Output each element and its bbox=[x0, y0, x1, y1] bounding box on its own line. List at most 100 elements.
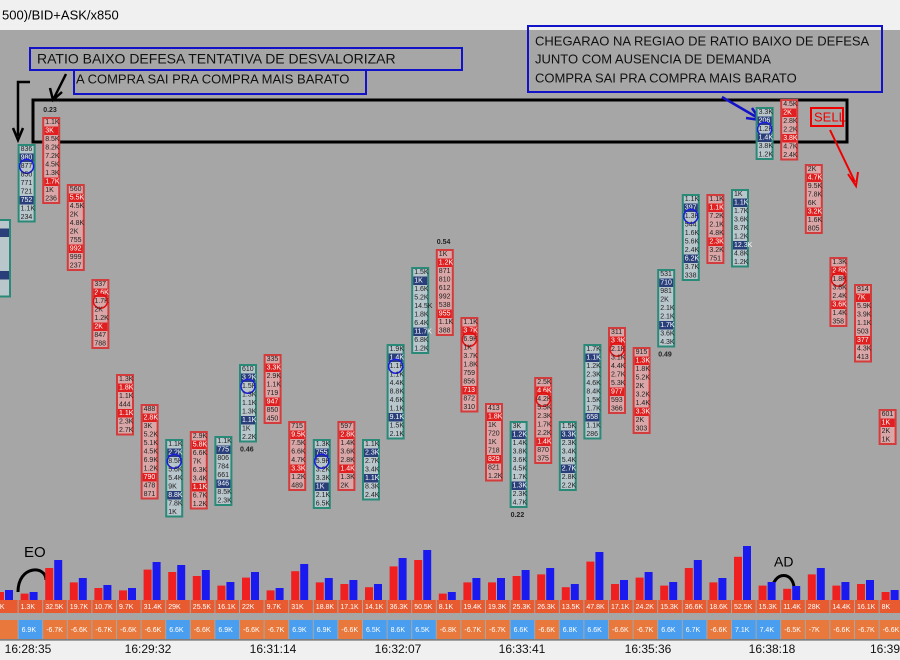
volume-label-bg bbox=[43, 600, 67, 613]
volume-bar-ask bbox=[521, 570, 530, 600]
cell-value: 661 bbox=[217, 472, 229, 479]
cell-value: 1.1K bbox=[685, 196, 700, 203]
cell-highlight bbox=[831, 266, 846, 275]
volume-bar-ask bbox=[792, 586, 801, 600]
cell-value: 2.9K bbox=[193, 433, 208, 440]
cell-highlight bbox=[462, 326, 477, 335]
volume-label-bg bbox=[682, 600, 707, 613]
delta-label: -6.7K bbox=[95, 627, 112, 634]
cell-value: 3.8K bbox=[513, 449, 528, 456]
volume-label-bg bbox=[707, 600, 731, 613]
cell-value: 1.4K bbox=[340, 440, 355, 447]
cell-value: 1.1K bbox=[857, 320, 872, 327]
cell-highlight bbox=[659, 321, 674, 330]
cell-value: 1K bbox=[168, 509, 177, 516]
volume-label-bg bbox=[141, 600, 166, 613]
volume-bar-bid bbox=[340, 584, 349, 600]
volume-label: 18.8K bbox=[316, 604, 335, 611]
cell-value: 955 bbox=[439, 311, 451, 318]
delta-label: 6.6K bbox=[661, 627, 676, 634]
cell-value: 236 bbox=[45, 196, 57, 203]
cell-value: 1.1K bbox=[168, 441, 183, 448]
cell-value: 1.2K bbox=[734, 259, 749, 266]
cell-value: 1.2K bbox=[439, 260, 454, 267]
cell-value: 775 bbox=[217, 447, 229, 454]
cell-value: 871 bbox=[439, 268, 451, 275]
cell-value: 1K bbox=[463, 345, 472, 352]
delta-label: 6.5K bbox=[366, 627, 381, 634]
bracket bbox=[16, 568, 48, 593]
cell-highlight bbox=[167, 491, 182, 500]
cell-value: 1.4K bbox=[636, 400, 651, 407]
cell-value: 8.2K bbox=[45, 145, 60, 152]
cell-value: 755 bbox=[70, 237, 82, 244]
cell-value: 1.5K bbox=[562, 423, 577, 430]
cell-value: 2.1K bbox=[316, 492, 331, 499]
volume-bar-bid bbox=[463, 582, 472, 600]
cell-value: 3.3K bbox=[636, 409, 651, 416]
cell-value: 1.1K bbox=[365, 475, 380, 482]
candle-body bbox=[0, 219, 11, 298]
cell-value: 237 bbox=[70, 263, 82, 270]
delta-label: -6.7K bbox=[46, 627, 63, 634]
cell-value: 2.3K bbox=[365, 450, 380, 457]
cell-value: 286 bbox=[586, 431, 598, 438]
cell-value: 4.3K bbox=[660, 339, 675, 346]
cell-circle bbox=[683, 208, 699, 224]
cell-value: 9.1K bbox=[390, 414, 405, 421]
volume-bar-ask bbox=[398, 558, 407, 600]
cell-value: 503 bbox=[857, 329, 869, 336]
volume-label-bg bbox=[805, 600, 830, 613]
cell-value: 999 bbox=[70, 254, 82, 261]
cell-value: 1.1K bbox=[463, 319, 478, 326]
volume-label: 10.7K bbox=[94, 604, 113, 611]
delta-bg bbox=[559, 620, 584, 639]
cell-highlight bbox=[831, 300, 846, 309]
volume-bar-bid bbox=[69, 582, 78, 600]
volume-bar-ask bbox=[54, 560, 63, 600]
cell-value: 1.3K bbox=[316, 441, 331, 448]
cell-value: 9.5K bbox=[808, 183, 823, 190]
cell-highlight bbox=[44, 177, 59, 186]
cell-value: 478 bbox=[144, 483, 156, 490]
time-label: 16:28:35 bbox=[5, 642, 52, 656]
ad-label: AD bbox=[774, 554, 793, 570]
delta-bg bbox=[338, 620, 362, 639]
cell-value: 3.2K bbox=[242, 375, 257, 382]
volume-bar-ask bbox=[841, 582, 850, 600]
cell-value: 751 bbox=[709, 256, 721, 263]
cell-value: 1.3K bbox=[45, 170, 60, 177]
delta-bg bbox=[633, 620, 658, 639]
volume-label-bg bbox=[92, 600, 116, 613]
cell-value: 444 bbox=[119, 402, 131, 409]
volume-label: 31.4K bbox=[144, 604, 163, 611]
cell-value: 5.2K bbox=[414, 295, 429, 302]
volume-label-bg bbox=[313, 600, 338, 613]
volume-label: 19.3K bbox=[488, 604, 507, 611]
cell-circle bbox=[387, 358, 404, 374]
cell-value: 5.1K bbox=[144, 440, 159, 447]
cell-highlight bbox=[413, 327, 428, 336]
delta-label: -6.6K bbox=[612, 627, 629, 634]
cell-value: 1K bbox=[439, 251, 448, 258]
volume-bar-ask bbox=[669, 582, 678, 600]
cell-value: 1.3K bbox=[832, 259, 847, 266]
eo-label: EO bbox=[24, 544, 46, 561]
volume-bar-ask bbox=[620, 580, 628, 600]
cell-value: 806 bbox=[217, 455, 229, 462]
cell-value: 4.7K bbox=[808, 175, 823, 182]
volume-label: 9.7K bbox=[119, 604, 134, 611]
volume-label-bg bbox=[830, 600, 854, 613]
cell-value: 1.2K bbox=[144, 466, 159, 473]
cell-value: 1.2K bbox=[488, 473, 503, 480]
cell-value: 9K bbox=[168, 484, 177, 491]
volume-bar-bid bbox=[266, 590, 275, 600]
cell-value: 821 bbox=[488, 465, 500, 472]
cell-highlight bbox=[487, 412, 501, 421]
cell-highlight bbox=[339, 430, 354, 439]
cell-value: 450 bbox=[267, 416, 279, 423]
delta-label: -6.6K bbox=[538, 627, 555, 634]
delta-bg bbox=[682, 620, 707, 639]
volume-label-bg bbox=[732, 600, 756, 613]
cell-circle bbox=[461, 331, 478, 347]
